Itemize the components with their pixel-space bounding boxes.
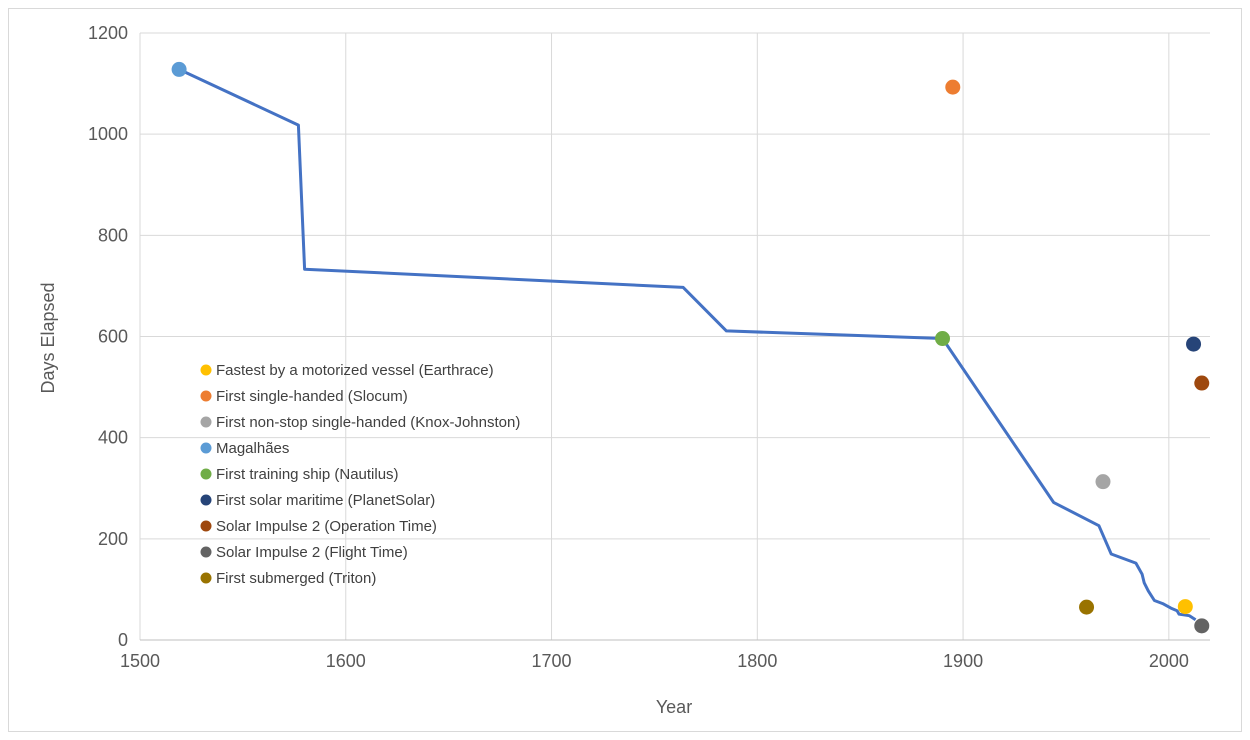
y-tick-label: 400 bbox=[98, 428, 128, 448]
x-tick-labels: 1500 1600 1700 1800 1900 2000 bbox=[120, 651, 1189, 671]
record-line bbox=[178, 68, 1197, 622]
x-tick-label: 1500 bbox=[120, 651, 160, 671]
legend-label: First solar maritime (PlanetSolar) bbox=[216, 492, 435, 509]
chart-frame bbox=[8, 8, 1242, 732]
data-point bbox=[1177, 599, 1193, 615]
data-point bbox=[1095, 474, 1111, 490]
y-tick-label: 800 bbox=[98, 225, 128, 245]
legend-marker bbox=[200, 442, 212, 454]
y-axis-title: Days Elapsed bbox=[38, 282, 58, 393]
legend-label: First submerged (Triton) bbox=[216, 570, 376, 587]
grid-lines bbox=[139, 32, 1210, 641]
legend-marker bbox=[200, 546, 212, 558]
data-point bbox=[171, 61, 187, 77]
data-point bbox=[1194, 375, 1210, 391]
x-tick-label: 1900 bbox=[943, 651, 983, 671]
x-tick-label: 1600 bbox=[326, 651, 366, 671]
legend-label: First single-handed (Slocum) bbox=[216, 388, 408, 405]
data-points bbox=[171, 61, 1210, 634]
data-point bbox=[945, 79, 961, 95]
legend-marker bbox=[200, 390, 212, 402]
legend-marker bbox=[200, 520, 212, 532]
legend-marker bbox=[200, 572, 212, 584]
legend-label: First non-stop single-handed (Knox-Johns… bbox=[216, 414, 520, 431]
x-axis-title: Year bbox=[656, 697, 692, 717]
x-tick-label: 1700 bbox=[532, 651, 572, 671]
record-line-layer bbox=[178, 68, 1197, 622]
data-point bbox=[1186, 336, 1202, 352]
data-point bbox=[1079, 599, 1095, 615]
data-point bbox=[935, 331, 950, 347]
y-tick-label: 1000 bbox=[88, 124, 128, 144]
y-tick-label: 200 bbox=[98, 529, 128, 549]
legend-marker bbox=[200, 416, 212, 428]
legend-label: Magalhães bbox=[216, 440, 289, 457]
data-point bbox=[1194, 618, 1210, 634]
legend: Fastest by a motorized vessel (Earthrace… bbox=[200, 362, 520, 587]
legend-marker bbox=[200, 364, 212, 376]
legend-marker bbox=[200, 494, 212, 506]
y-tick-label: 600 bbox=[98, 327, 128, 347]
legend-label: Solar Impulse 2 (Flight Time) bbox=[216, 544, 408, 561]
y-tick-labels: 0 200 400 600 800 1000 1200 bbox=[88, 23, 128, 650]
legend-label: First training ship (Nautilus) bbox=[216, 466, 399, 483]
y-tick-label: 0 bbox=[118, 630, 128, 650]
legend-label: Solar Impulse 2 (Operation Time) bbox=[216, 518, 437, 535]
x-tick-label: 1800 bbox=[737, 651, 777, 671]
y-tick-label: 1200 bbox=[88, 23, 128, 43]
legend-marker bbox=[200, 468, 212, 480]
x-tick-label: 2000 bbox=[1149, 651, 1189, 671]
legend-label: Fastest by a motorized vessel (Earthrace… bbox=[216, 362, 494, 379]
